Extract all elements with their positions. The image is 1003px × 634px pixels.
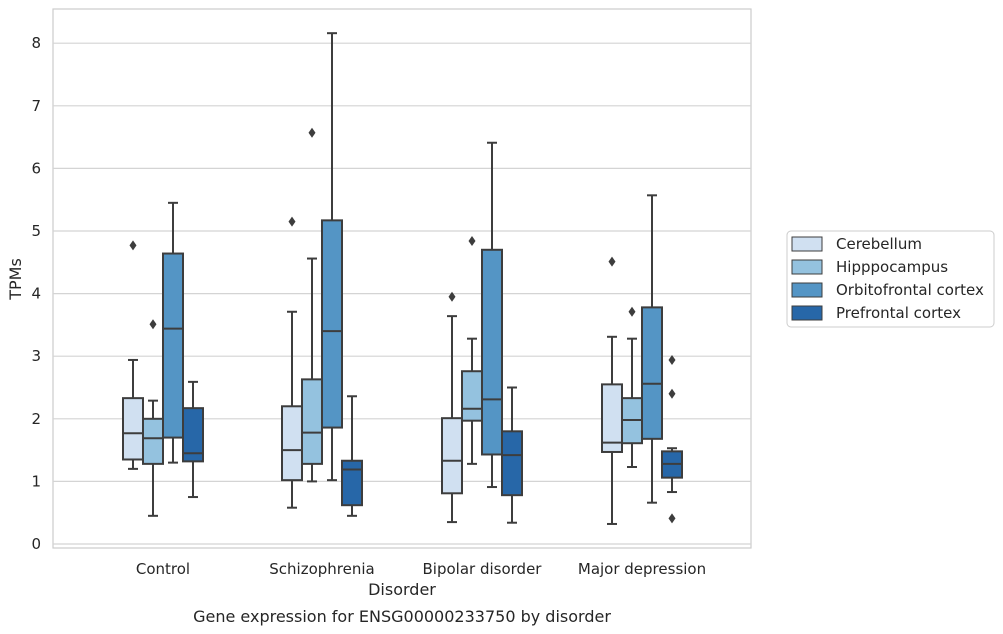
box-hipppocampus (621, 306, 643, 469)
y-tick-label: 6 (31, 159, 41, 177)
y-tick-label: 8 (31, 34, 41, 52)
legend-frame (786, 230, 995, 328)
outlier-point (608, 256, 616, 267)
box-iqr (182, 407, 204, 463)
outlier-point (468, 236, 476, 247)
box-iqr (321, 219, 343, 429)
outlier-point (628, 306, 636, 317)
box-iqr (641, 306, 663, 440)
box-orbitofrontal-cortex (162, 201, 184, 464)
box-orbitofrontal-cortex (321, 32, 343, 482)
y-tick-label: 4 (31, 285, 41, 303)
outlier-point (668, 388, 676, 399)
box-prefrontal-cortex (341, 395, 363, 517)
box-cerebellum (601, 256, 623, 525)
outlier-point (288, 216, 296, 227)
figure-caption: Gene expression for ENSG00000233750 by d… (193, 607, 611, 626)
box-prefrontal-cortex (501, 386, 523, 524)
legend-swatch (791, 236, 823, 252)
box-hipppocampus (142, 319, 164, 517)
box-iqr (162, 252, 184, 439)
y-tick-label: 0 (31, 535, 41, 553)
outlier-point (149, 319, 157, 330)
legend-swatch (791, 259, 823, 275)
box-orbitofrontal-cortex (641, 194, 663, 504)
box-orbitofrontal-cortex (481, 141, 503, 489)
y-axis-ticks: 0 1 2 3 4 5 6 7 8 (31, 34, 41, 553)
outlier-point (448, 291, 456, 302)
box-iqr (281, 405, 303, 482)
legend-swatch (791, 305, 823, 321)
outlier-point (129, 240, 137, 251)
y-axis-label: TPMs (6, 258, 25, 301)
y-tick-label: 3 (31, 347, 41, 365)
y-tick-label: 2 (31, 410, 41, 428)
box-iqr (461, 370, 483, 422)
outlier-point (308, 127, 316, 138)
box-cerebellum (441, 291, 463, 524)
legend-label: Orbitofrontal cortex (836, 281, 984, 299)
legend-label: Cerebellum (836, 235, 922, 253)
box-iqr (501, 430, 523, 497)
x-tick-label: Major depression (578, 560, 706, 578)
box-iqr (441, 417, 463, 495)
box-cerebellum (122, 240, 144, 470)
x-axis-ticks: Control Schizophrenia Bipolar disorder Majo… (136, 560, 706, 578)
box-prefrontal-cortex (661, 354, 683, 524)
y-tick-label: 1 (31, 472, 41, 490)
box-iqr (301, 378, 323, 465)
box-iqr (142, 417, 164, 465)
x-tick-label: Schizophrenia (269, 560, 374, 578)
legend-swatch (791, 282, 823, 298)
box-hipppocampus (301, 127, 323, 483)
y-tick-label: 5 (31, 222, 41, 240)
legend-label: Hipppocampus (836, 258, 948, 276)
box-iqr (341, 459, 363, 507)
outlier-point (668, 513, 676, 524)
legend-label: Prefrontal cortex (836, 304, 961, 322)
box-iqr (122, 397, 144, 461)
plot-area (52, 8, 752, 549)
y-tick-label: 7 (31, 97, 41, 115)
legend: Cerebellum Hipppocampus Orbitofrontal cort… (786, 230, 995, 328)
box-prefrontal-cortex (182, 380, 204, 499)
boxes-layer (122, 32, 683, 525)
x-tick-label: Control (136, 560, 190, 578)
outlier-point (668, 354, 676, 365)
box-iqr (481, 248, 503, 456)
x-axis-label: Disorder (368, 580, 436, 599)
x-tick-label: Bipolar disorder (423, 560, 543, 578)
